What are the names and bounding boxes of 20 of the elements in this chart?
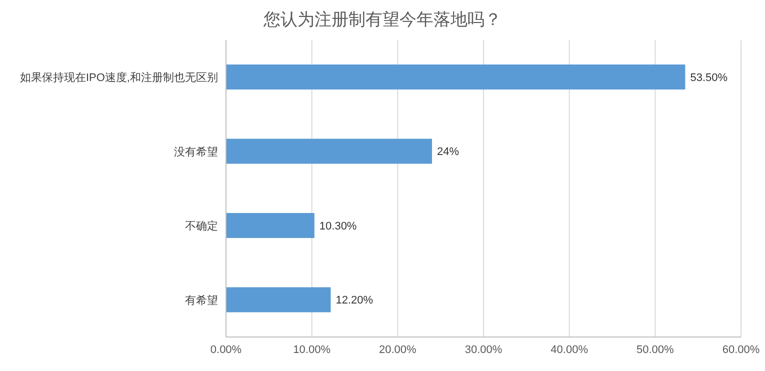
y-tick-label: 没有希望 xyxy=(174,145,218,158)
x-tick-label: 10.00% xyxy=(293,344,331,356)
y-tick-label: 不确定 xyxy=(185,220,218,233)
data-label: 24% xyxy=(437,146,460,158)
bar xyxy=(226,213,314,238)
x-tick-label: 60.00% xyxy=(722,344,760,356)
x-tick-label: 0.00% xyxy=(210,344,242,356)
data-label: 10.30% xyxy=(319,220,357,232)
data-label: 53.50% xyxy=(690,72,728,84)
x-tick-label: 40.00% xyxy=(550,344,588,356)
data-label: 12.20% xyxy=(336,294,374,307)
chart-title: 您认为注册制有望今年落地吗？ xyxy=(262,9,502,31)
x-tick-label: 20.00% xyxy=(379,344,417,356)
bar xyxy=(226,287,331,312)
y-tick-label: 如果保持现在IPO速度,和注册制也无区别 xyxy=(20,71,218,84)
bar xyxy=(226,64,686,90)
bar xyxy=(226,138,432,164)
y-tick-label: 有希望 xyxy=(185,294,218,307)
x-tick-label: 30.00% xyxy=(464,344,502,356)
x-tick-label: 50.00% xyxy=(636,344,674,356)
